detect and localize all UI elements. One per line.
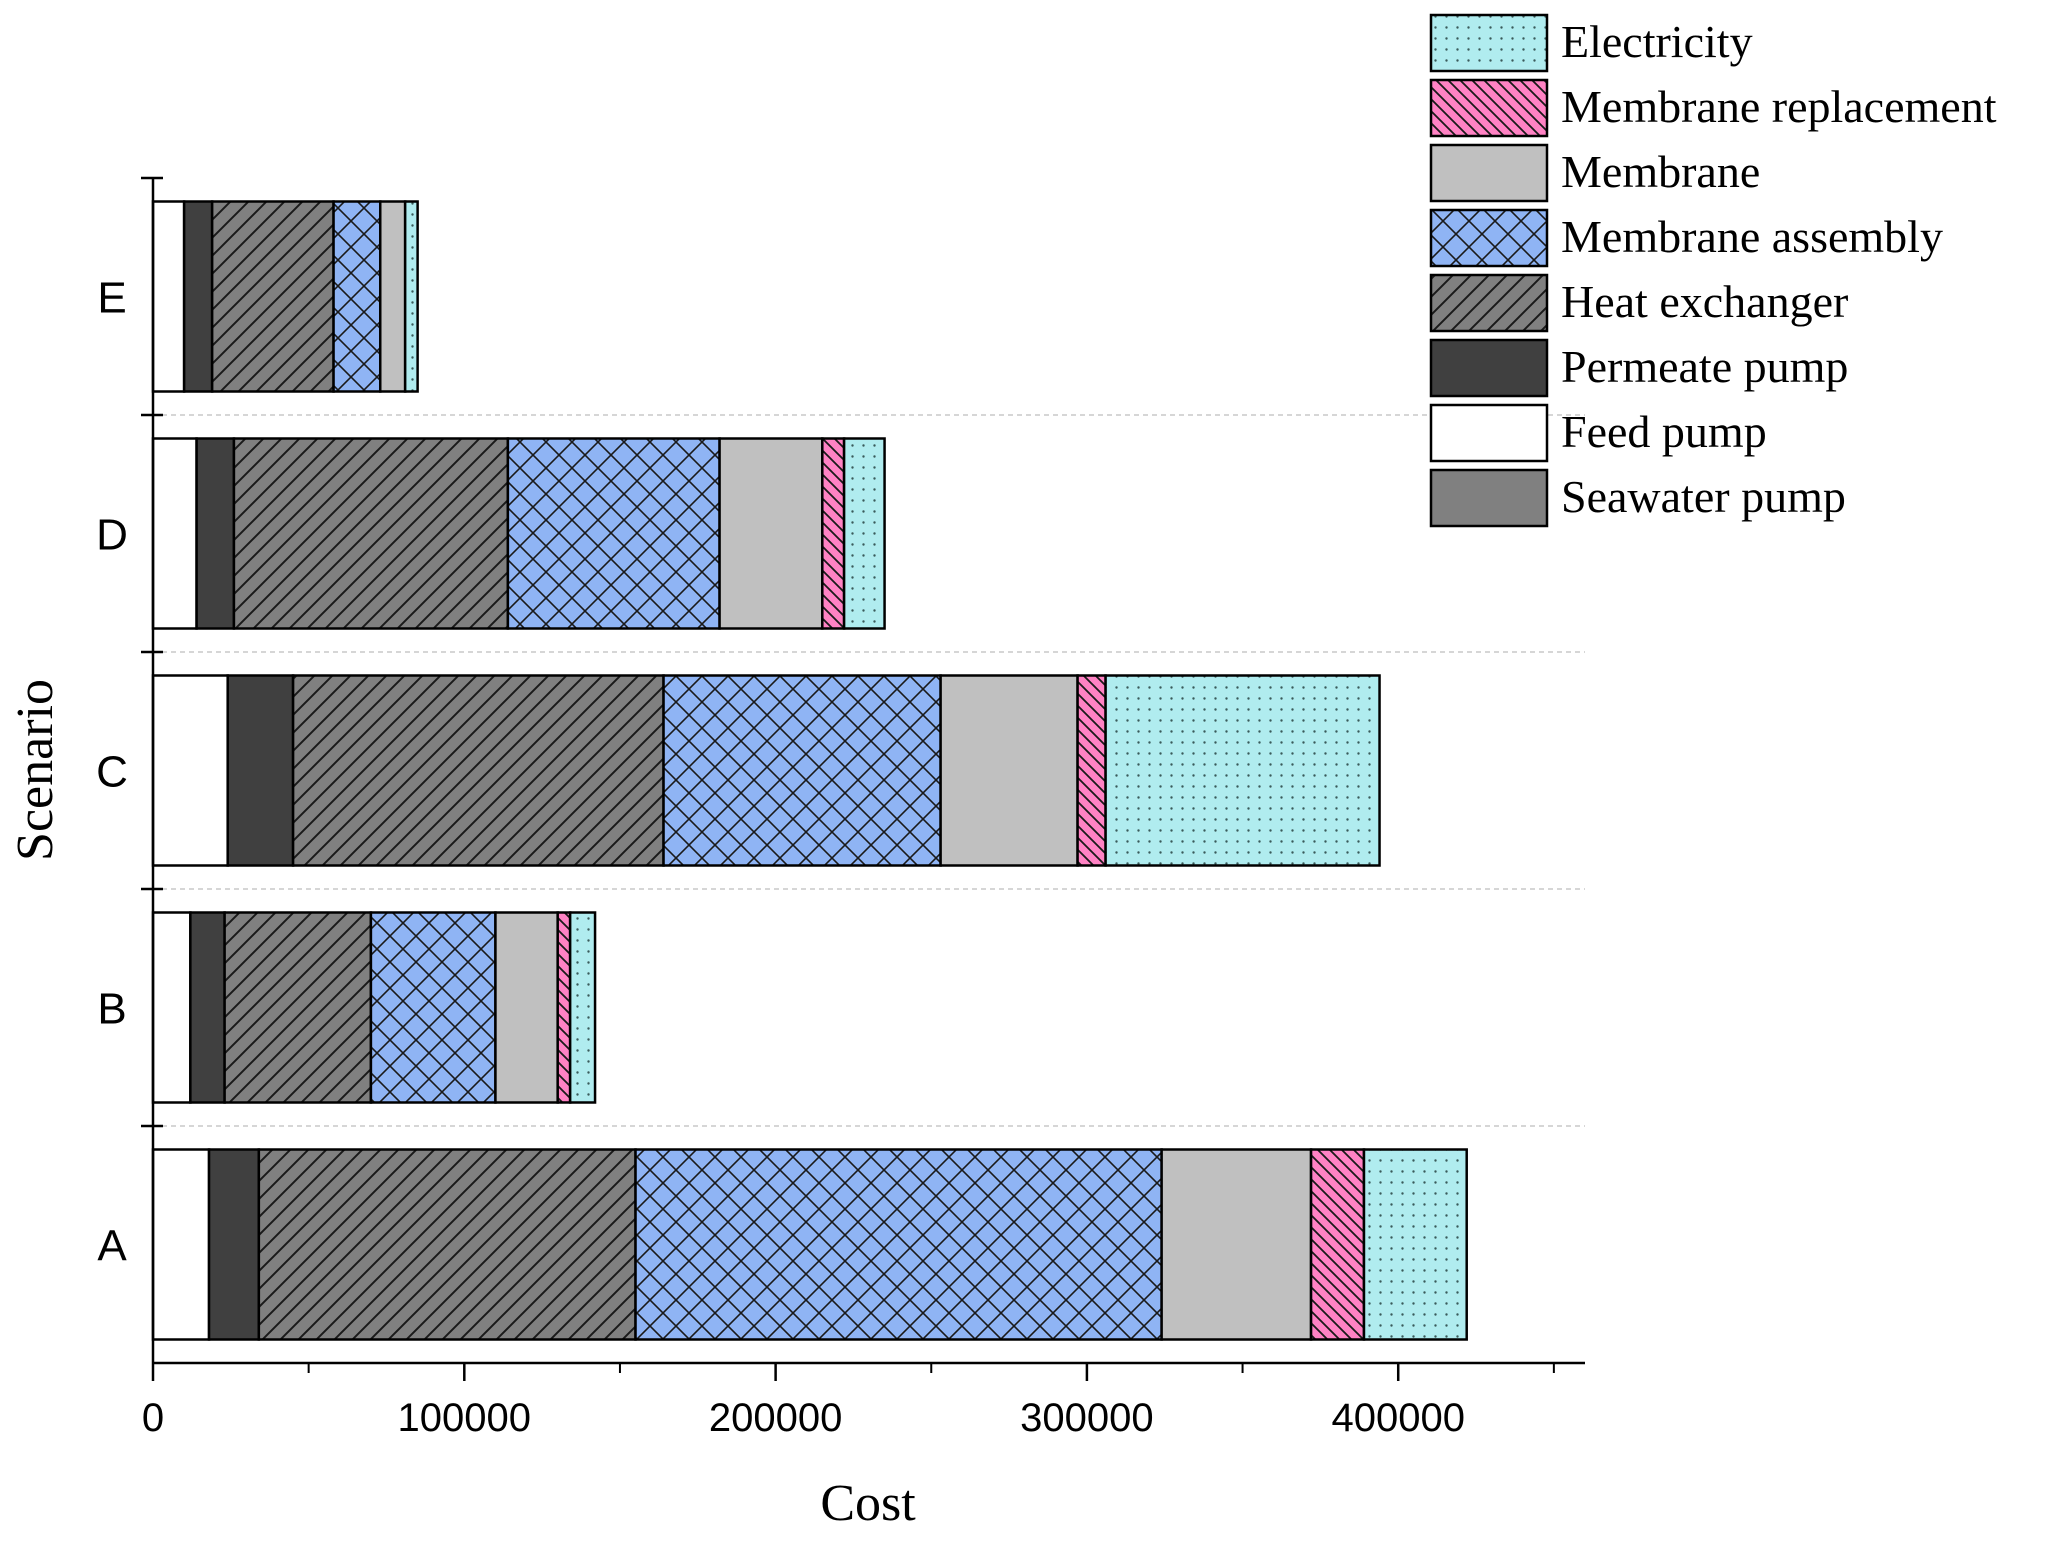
- legend-swatch: [1429, 143, 1549, 203]
- bar-segment-D-membrane-assembly: [506, 437, 721, 630]
- legend-item: Electricity: [1429, 13, 1753, 73]
- bar-segment-C-membrane-replacement: [1076, 674, 1107, 867]
- bar-segment-C-permeate-pump: [226, 674, 295, 867]
- legend-swatch: [1429, 338, 1549, 398]
- bar-segment-E-heat-exchanger: [210, 200, 335, 393]
- legend-swatch: [1429, 78, 1549, 138]
- bar-segment-B-membrane-replacement: [556, 911, 572, 1104]
- y-axis-title: Scenario: [7, 679, 64, 861]
- bar-segment-A-membrane: [1160, 1148, 1313, 1341]
- ticks-layer: [141, 176, 1555, 1381]
- legend-label: Seawater pump: [1561, 471, 1846, 522]
- legend-item: Heat exchanger: [1429, 273, 1848, 333]
- legend-swatch: [1429, 468, 1549, 528]
- y-tick-label: E: [97, 274, 126, 323]
- legend-swatch: [1429, 208, 1549, 268]
- bar-segment-A-feed-pump: [151, 1148, 211, 1341]
- bar-segment-C-feed-pump: [151, 674, 229, 867]
- bar-segment-C-heat-exchanger: [291, 674, 665, 867]
- bar-segment-E-permeate-pump: [182, 200, 214, 393]
- bar-segment-E-membrane: [379, 200, 407, 393]
- bar-segment-D-electricity: [842, 437, 886, 630]
- bar-segment-D-membrane: [718, 437, 824, 630]
- bar-segment-A-membrane-assembly: [634, 1148, 1163, 1341]
- y-tick-label: A: [97, 1222, 127, 1271]
- bar-segment-C-membrane: [939, 674, 1079, 867]
- bar-segment-A-permeate-pump: [207, 1148, 261, 1341]
- bar-segment-B-membrane-assembly: [369, 911, 497, 1104]
- bar-segment-A-electricity: [1362, 1148, 1468, 1341]
- bar-segment-A-heat-exchanger: [257, 1148, 637, 1341]
- legend-item: Membrane: [1429, 143, 1760, 203]
- bar-segment-C-membrane-assembly: [662, 674, 942, 867]
- bar-segment-E-membrane-assembly: [332, 200, 382, 393]
- bar-segment-A-membrane-replacement: [1309, 1148, 1366, 1341]
- legend-swatch: [1429, 13, 1549, 73]
- legend-swatch: [1429, 273, 1549, 333]
- x-tick-label: 200000: [709, 1396, 842, 1440]
- legend-item: Seawater pump: [1429, 468, 1846, 528]
- legend-label: Feed pump: [1561, 406, 1767, 457]
- y-tick-label: C: [96, 748, 128, 797]
- bar-segment-B-electricity: [568, 911, 597, 1104]
- legend-item: Feed pump: [1429, 403, 1767, 463]
- legend-label: Membrane replacement: [1561, 81, 1997, 132]
- bar-segment-B-permeate-pump: [189, 911, 226, 1104]
- x-tick-label: 300000: [1020, 1396, 1153, 1440]
- legend-label: Heat exchanger: [1561, 276, 1848, 327]
- legend-item: Membrane replacement: [1429, 78, 1997, 138]
- x-axis-title: Cost: [820, 1475, 916, 1532]
- x-tick-label: 400000: [1331, 1396, 1464, 1440]
- legend-swatch: [1429, 403, 1549, 463]
- bar-segment-B-feed-pump: [151, 911, 192, 1104]
- legend-label: Membrane: [1561, 146, 1760, 197]
- x-tick-label: 0: [142, 1396, 164, 1440]
- bar-segment-B-heat-exchanger: [223, 911, 373, 1104]
- bars-layer: [151, 200, 1468, 1341]
- bar-segment-D-membrane-replacement: [821, 437, 846, 630]
- legend-item: Membrane assembly: [1429, 208, 1943, 268]
- legend-item: Permeate pump: [1429, 338, 1848, 398]
- legend: Electricity Membrane replacement Membrane M…: [1429, 13, 1997, 528]
- bar-segment-D-heat-exchanger: [232, 437, 510, 630]
- bar-segment-C-electricity: [1104, 674, 1381, 867]
- axes-layer: [151, 178, 1585, 1365]
- legend-label: Permeate pump: [1561, 341, 1848, 392]
- x-tick-label: 100000: [398, 1396, 531, 1440]
- grid-layer: [153, 414, 1585, 1127]
- bar-segment-E-electricity: [403, 200, 419, 393]
- bar-segment-E-feed-pump: [151, 200, 186, 393]
- bar-segment-B-membrane: [494, 911, 559, 1104]
- labels-layer: A B C D E 0 100000 200000 300000 400000: [96, 274, 1465, 1441]
- y-tick-label: D: [96, 511, 128, 560]
- bar-segment-D-feed-pump: [151, 437, 198, 630]
- legend-label: Electricity: [1561, 16, 1753, 67]
- legend-label: Membrane assembly: [1561, 211, 1943, 262]
- y-tick-label: B: [97, 985, 126, 1034]
- bar-segment-D-permeate-pump: [195, 437, 236, 630]
